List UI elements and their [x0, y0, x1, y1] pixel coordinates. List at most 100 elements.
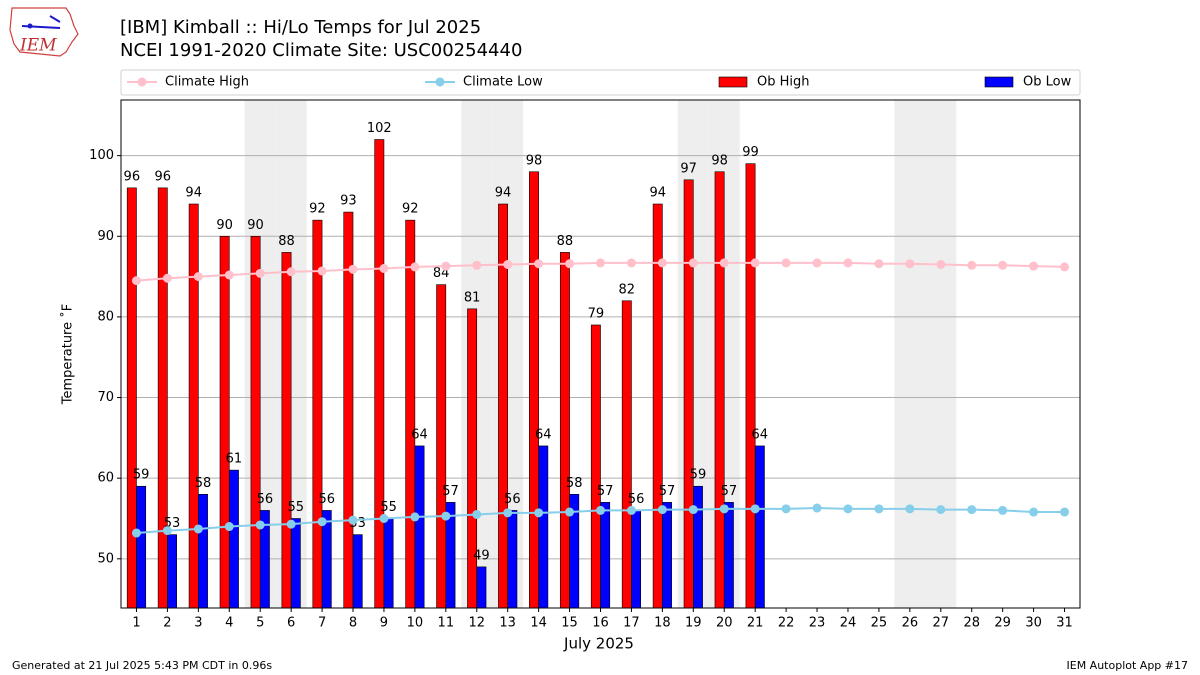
- bar: [281, 252, 292, 609]
- bar: [590, 324, 601, 609]
- bar: [723, 502, 734, 609]
- x-tick-label: 25: [871, 616, 888, 631]
- point: [967, 505, 977, 515]
- point: [193, 524, 203, 534]
- x-tick-label: 2: [163, 616, 171, 631]
- point: [657, 258, 667, 268]
- weekend-shade: [894, 100, 926, 608]
- footer-left: Generated at 21 Jul 2025 5:43 PM CDT in …: [12, 659, 272, 672]
- x-tick-label: 22: [778, 616, 795, 631]
- chart-title: [IBM] Kimball :: Hi/Lo Temps for Jul 202…: [120, 17, 481, 38]
- point: [317, 517, 327, 527]
- bar: [157, 187, 168, 609]
- data-label: 96: [124, 169, 141, 184]
- point: [317, 266, 327, 276]
- point: [441, 511, 451, 521]
- bar: [312, 219, 323, 609]
- data-label: 99: [742, 145, 759, 160]
- x-tick-label: 26: [902, 616, 919, 631]
- point: [998, 505, 1008, 515]
- point: [348, 515, 358, 525]
- data-label: 57: [721, 484, 738, 499]
- point: [750, 258, 760, 268]
- logo-text: IEM: [19, 36, 57, 56]
- data-label: 90: [247, 218, 264, 233]
- point: [224, 270, 234, 280]
- y-tick-label: 100: [89, 148, 114, 163]
- legend-swatch: [984, 76, 1014, 88]
- point: [410, 512, 420, 522]
- bar: [352, 534, 363, 609]
- legend-swatch: [435, 77, 445, 87]
- x-tick-label: 31: [1056, 616, 1073, 631]
- data-label: 59: [133, 468, 150, 483]
- point: [719, 258, 729, 268]
- bar: [714, 171, 725, 609]
- bar: [250, 235, 261, 609]
- bar: [436, 284, 447, 609]
- bar: [188, 203, 199, 609]
- x-tick-label: 28: [963, 616, 980, 631]
- point: [1029, 261, 1039, 271]
- point: [812, 258, 822, 268]
- x-tick-label: 3: [194, 616, 202, 631]
- data-label: 56: [257, 492, 274, 507]
- point: [224, 522, 234, 532]
- x-tick-label: 23: [809, 616, 826, 631]
- bar: [559, 252, 570, 609]
- bar: [405, 219, 416, 609]
- bar: [136, 485, 147, 609]
- point: [843, 504, 853, 514]
- x-tick-label: 13: [499, 616, 516, 631]
- y-tick-label: 50: [97, 551, 114, 566]
- data-label: 61: [226, 452, 243, 467]
- point: [286, 267, 296, 277]
- x-tick-label: 24: [840, 616, 857, 631]
- bar: [745, 163, 756, 609]
- data-label: 98: [526, 153, 543, 168]
- x-tick-label: 16: [592, 616, 609, 631]
- bar: [219, 235, 230, 609]
- point: [565, 507, 575, 517]
- point: [503, 259, 513, 269]
- data-label: 55: [380, 500, 397, 515]
- point: [936, 259, 946, 269]
- point: [348, 264, 358, 274]
- data-label: 94: [649, 186, 666, 201]
- point: [1029, 507, 1039, 517]
- weekend-shade: [925, 100, 957, 608]
- data-label: 82: [619, 282, 636, 297]
- point: [379, 513, 389, 523]
- y-axis-label: Temperature ˚F: [60, 304, 76, 405]
- point: [874, 504, 884, 514]
- data-label: 98: [711, 153, 728, 168]
- bar: [167, 534, 177, 609]
- footer-right: IEM Autoplot App #17: [1067, 659, 1189, 672]
- legend-swatch: [718, 76, 748, 88]
- point: [441, 261, 451, 271]
- point: [379, 264, 389, 274]
- point: [534, 508, 544, 518]
- bar: [414, 445, 425, 609]
- point: [255, 268, 265, 278]
- x-tick-label: 21: [747, 616, 764, 631]
- y-tick-label: 80: [97, 309, 114, 324]
- data-label: 81: [464, 290, 481, 305]
- point: [905, 259, 915, 269]
- legend-swatch: [137, 77, 147, 87]
- bar: [476, 566, 487, 609]
- data-label: 57: [659, 484, 676, 499]
- bar: [507, 510, 518, 609]
- bar: [693, 485, 703, 609]
- data-label: 49: [473, 548, 490, 563]
- point: [967, 260, 977, 270]
- logo: IEM: [9, 7, 79, 57]
- point: [131, 276, 141, 286]
- point: [162, 526, 172, 536]
- x-axis-label: July 2025: [563, 635, 634, 653]
- point: [626, 505, 636, 515]
- bar: [228, 469, 239, 609]
- point: [843, 258, 853, 268]
- legend-label: Climate High: [165, 75, 249, 90]
- point: [193, 272, 203, 282]
